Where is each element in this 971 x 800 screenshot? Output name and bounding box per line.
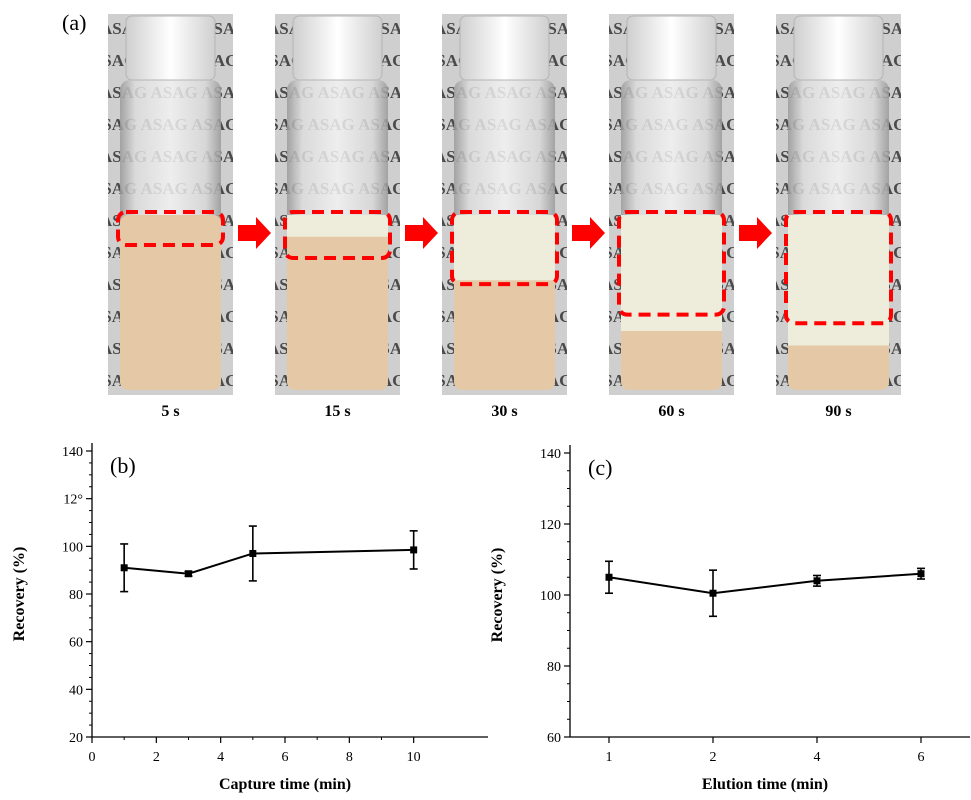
vial-cap — [292, 15, 383, 81]
y-axis-title: Recovery (%) — [489, 548, 506, 643]
x-tick-label: 8 — [346, 750, 353, 765]
right-arrow-icon — [739, 217, 772, 249]
y-tick-label: 140 — [540, 447, 561, 462]
data-point-marker — [813, 577, 821, 585]
vial-time-label: 5 s — [161, 403, 179, 420]
y-tick-label: 12° — [63, 493, 83, 508]
y-tick-label: 120 — [540, 518, 561, 533]
vial-clear-zone — [287, 215, 388, 237]
y-tick-label: 100 — [540, 589, 561, 604]
x-tick-label: 1 — [606, 750, 613, 765]
vial-time-label: 60 s — [658, 403, 684, 420]
right-arrow-icon — [572, 217, 605, 249]
y-tick-label: 80 — [547, 660, 561, 675]
vial-time-label: 30 s — [491, 403, 517, 420]
chart-elution-time: (c) 60 80 100 120 140 1 2 4 6 Elution time (min) Re… — [489, 445, 970, 793]
x-axis-title: Elution time (min) — [702, 776, 828, 793]
x-tick-label: 6 — [282, 750, 289, 765]
vial-cap — [125, 15, 216, 81]
data-point-marker — [917, 570, 925, 578]
vial-cap — [793, 15, 884, 81]
vial-time-label: 15 s — [324, 403, 350, 420]
vial-photo: ASAG ASAG ASAG ASAG ASAG ASAG ASAG ASAG … — [108, 14, 233, 420]
vial-cap — [459, 15, 550, 81]
data-point-marker — [120, 564, 128, 572]
x-tick-label: 6 — [918, 750, 925, 765]
vial-photo: ASAG ASAG ASAG ASAG ASAG ASAG ASAG ASAG … — [275, 14, 400, 420]
right-arrow-icon — [238, 217, 271, 249]
x-tick-label: 4 — [814, 750, 821, 765]
panel-a-label: (a) — [62, 10, 86, 35]
dashed-highlight-box — [450, 210, 559, 287]
right-arrow-icon — [405, 217, 438, 249]
y-tick-label: 60 — [547, 731, 561, 746]
x-axis-title: Capture time (min) — [219, 776, 351, 793]
dashed-highlight-box — [116, 210, 225, 247]
dashed-highlight-box — [283, 210, 392, 261]
y-tick-label: 100 — [62, 540, 83, 555]
data-point-marker — [249, 549, 257, 557]
data-point-marker — [410, 546, 418, 554]
chart-capture-time: (b) 20 40 60 80 100 12° 140 0 2 4 6 8 10 Capture time … — [11, 443, 488, 793]
vial-clear-zone — [454, 215, 555, 281]
vial-cap — [626, 15, 717, 81]
x-tick-label: 4 — [217, 750, 224, 765]
data-point-marker — [709, 589, 717, 597]
x-tick-label: 10 — [407, 750, 421, 765]
vial-clear-zone — [788, 215, 889, 346]
data-point-marker — [185, 570, 192, 578]
vial-suspension — [287, 215, 388, 390]
x-tick-label: 2 — [710, 750, 717, 765]
vial-photo: ASAG ASAG ASAG ASAG ASAG ASAG ASAG ASAG … — [776, 14, 901, 420]
dashed-highlight-box — [617, 210, 726, 317]
panel-label: (b) — [110, 453, 136, 478]
y-axis-title: Recovery (%) — [11, 547, 28, 642]
y-tick-label: 60 — [69, 636, 83, 651]
y-tick-label: 140 — [62, 445, 83, 460]
y-tick-label: 80 — [69, 588, 83, 603]
panel-label: (c) — [588, 455, 612, 480]
y-tick-label: 20 — [69, 731, 83, 746]
series-line — [124, 548, 414, 575]
dashed-highlight-box — [784, 210, 893, 326]
vial-photo: ASAG ASAG ASAG ASAG ASAG ASAG ASAG ASAG … — [442, 14, 567, 420]
vial-suspension — [120, 215, 221, 390]
vial-photo: ASAG ASAG ASAG ASAG ASAG ASAG ASAG ASAG … — [609, 14, 734, 420]
series-line — [608, 572, 922, 595]
y-tick-label: 40 — [69, 683, 83, 698]
vial-photo-sequence: ASAG ASAG ASAG ASAG ASAG ASAG ASAG ASAG … — [108, 14, 901, 420]
x-tick-label: 0 — [89, 750, 96, 765]
data-point-marker — [605, 573, 613, 581]
x-tick-label: 2 — [153, 750, 160, 765]
vial-clear-zone — [621, 215, 722, 331]
vial-time-label: 90 s — [825, 403, 851, 420]
